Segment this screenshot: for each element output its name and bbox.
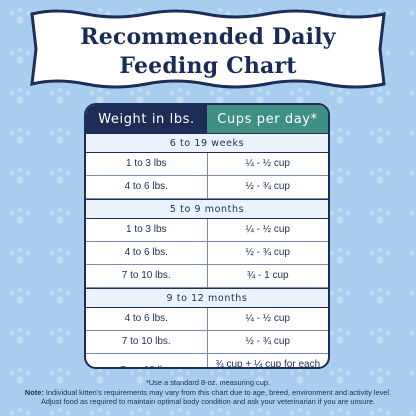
cups-cell: ¾ cup + ¼ cup for each additional 2 lbs.: [215, 359, 321, 369]
page-title-line-1: Recommended Daily: [80, 24, 336, 50]
footnotes: *Use a standard 8-oz. measuring cup. Not…: [0, 378, 416, 407]
table-row: 1 to 3 lbs ¼ - ½ cup: [86, 219, 328, 242]
measuring-cup-footnote: *Use a standard 8-oz. measuring cup.: [145, 378, 271, 387]
table-row: 4 to 6 lbs. ¼ - ½ cup: [86, 308, 328, 331]
table-row: 7 to 10 lbs. ¾ - 1 cup: [86, 265, 328, 288]
weight-column-header: Weight in lbs.: [86, 105, 207, 133]
cups-column-header: Cups per day*: [207, 105, 328, 133]
table-row: 4 to 6 lbs. ½ - ¾ cup: [86, 176, 328, 199]
weight-cell: 7 to 10 lbs.: [86, 265, 208, 287]
page-title-line-2: Feeding Chart: [119, 53, 297, 79]
cups-cell: ¾ - 1 cup: [246, 270, 289, 281]
section-header: 9 to 12 months: [86, 288, 328, 308]
table-row: 4 to 6 lbs. ½ - ¾ cup: [86, 242, 328, 265]
weight-cell: 4 to 6 lbs.: [86, 176, 208, 198]
weight-cell: 1 to 3 lbs: [86, 153, 208, 175]
note-text: Individual kitten's requirements may var…: [45, 387, 392, 397]
section-header: 5 to 9 months: [86, 199, 328, 219]
section-header: 6 to 19 weeks: [86, 133, 328, 153]
table-header: Weight in lbs. Cups per day*: [86, 105, 328, 133]
weight-cell: Over 10 lbs.: [86, 354, 208, 367]
weight-cell: 7 to 10 lbs.: [86, 331, 208, 353]
weight-cell: 4 to 6 lbs.: [86, 242, 208, 264]
cups-cell: ¼ - ½ cup: [245, 158, 290, 169]
cups-cell: ½ - ¾ cup: [245, 336, 290, 347]
title-banner: Recommended Daily Feeding Chart: [26, 8, 390, 90]
table-row: Over 10 lbs. ¾ cup + ¼ cup for each addi…: [86, 354, 328, 369]
table-row: 1 to 3 lbs ¼ - ½ cup: [86, 153, 328, 176]
cups-cell: ½ - ¾ cup: [245, 247, 290, 258]
banner-ribbon-shape: [30, 9, 386, 89]
table-row: 7 to 10 lbs. ½ - ¾ cup: [86, 331, 328, 354]
cups-cell: ¼ - ½ cup: [245, 224, 290, 235]
weight-cell: 4 to 6 lbs.: [86, 308, 208, 330]
feeding-table: Weight in lbs. Cups per day* 6 to 19 wee…: [84, 103, 330, 369]
cups-cell: ¼ - ½ cup: [245, 313, 290, 324]
adjust-food-note: Adjust food as required to maintain opti…: [40, 397, 375, 407]
weight-cell: 1 to 3 lbs: [86, 219, 208, 241]
note-line: Note: Individual kitten's requirements m…: [0, 388, 416, 398]
cups-cell: ½ - ¾ cup: [245, 181, 290, 192]
note-label: Note:: [24, 387, 44, 397]
